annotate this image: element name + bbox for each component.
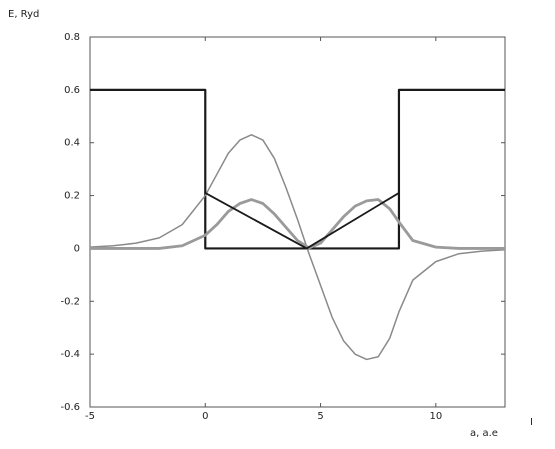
y-tick-label: 0.2 (64, 191, 80, 202)
y-tick-label: -0.6 (60, 402, 80, 413)
plot-frame (89, 36, 506, 408)
y-tick-label: 0.8 (64, 32, 80, 43)
y-tick-label: 0 (74, 243, 80, 254)
series-line (204, 192, 400, 250)
y-tick-label: 0.6 (64, 85, 80, 96)
x-tick-label: 10 (429, 411, 442, 422)
series-line (90, 88, 505, 250)
x-tick-label: 5 (317, 411, 323, 422)
y-axis-label: E, Ryd (8, 9, 39, 20)
y-tick-label: -0.4 (60, 349, 80, 360)
x-tick-label: -5 (85, 411, 95, 422)
annotation: I (530, 417, 533, 428)
series-line (90, 198, 505, 250)
series-line (89, 134, 506, 361)
y-tick-label: 0.4 (64, 138, 80, 149)
y-tick-label: -0.2 (60, 296, 80, 307)
x-axis-label: a, a.e (470, 428, 498, 439)
x-tick-label: 0 (202, 411, 208, 422)
